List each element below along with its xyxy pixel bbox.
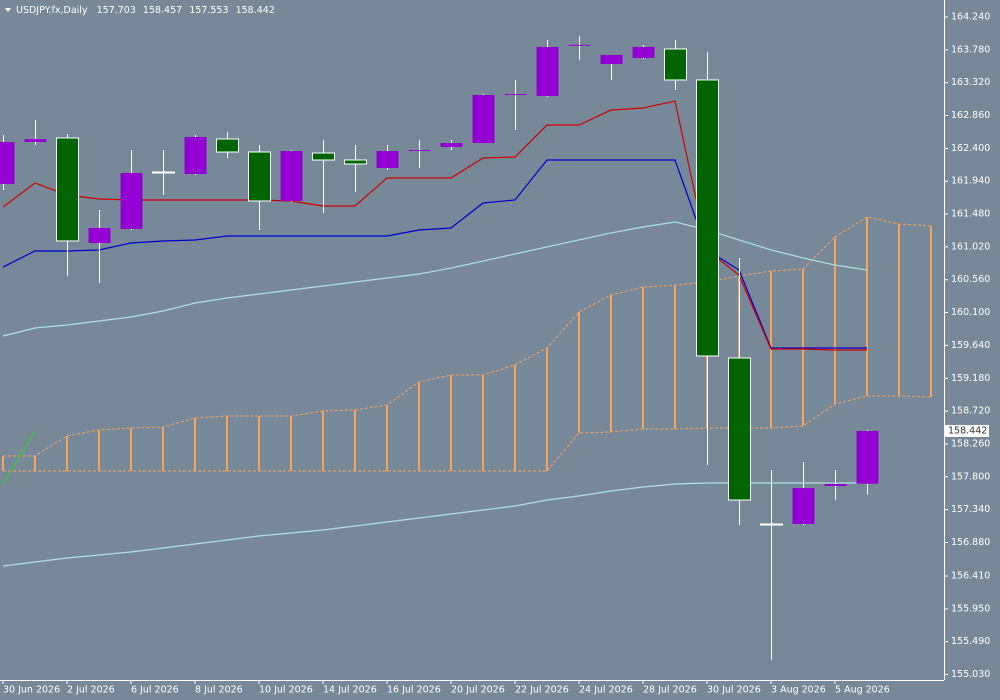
y-tick-label: 163.320: [951, 77, 990, 88]
x-tick-label: 16 Jul 2026: [387, 685, 441, 696]
x-tick-label: 22 Jul 2026: [515, 685, 569, 696]
cloud-span-b: [3, 395, 932, 472]
x-tick-label: 28 Jul 2026: [643, 685, 697, 696]
candle-body-bear: [248, 151, 271, 202]
candle-body-bull: [824, 484, 847, 487]
y-tick-label: 164.240: [951, 11, 990, 22]
chart-title: USDJPY.fx,Daily: [16, 5, 88, 16]
candle-body-bear: [728, 357, 751, 501]
candle-body-bull: [472, 95, 495, 144]
y-tick-label: 155.950: [951, 603, 990, 614]
candle-body-bear: [760, 523, 783, 526]
candle-body-bull: [504, 94, 527, 96]
header-low: 157.553: [189, 5, 228, 16]
y-tick-label: 158.720: [951, 406, 990, 417]
indicator-line: [2, 100, 867, 351]
x-tick-label: 20 Jul 2026: [451, 685, 505, 696]
candle-body-bull: [0, 142, 15, 184]
candle-body-bear: [664, 48, 687, 81]
y-tick-label: 159.180: [951, 373, 990, 384]
chart-header: USDJPY.fx,Daily 157.703 158.457 157.553 …: [16, 5, 275, 16]
candle-body-bear: [344, 159, 367, 165]
y-tick-label: 162.400: [951, 143, 990, 154]
y-tick-label: 160.560: [951, 274, 990, 285]
y-tick-label: 161.480: [951, 209, 990, 220]
candle-body-bull: [408, 150, 431, 152]
y-tick-label: 156.880: [951, 537, 990, 548]
cloud-span-a: [3, 216, 932, 457]
candle-body-bull: [280, 151, 303, 201]
y-tick-label: 157.800: [951, 471, 990, 482]
candle-body-bull: [440, 143, 463, 148]
candle-body-bear: [696, 79, 719, 357]
candle-body-bear: [56, 137, 79, 242]
candle-body-bull: [376, 151, 399, 169]
y-tick-label: 162.860: [951, 110, 990, 121]
y-tick-label: 157.340: [951, 504, 990, 515]
candle-body-bull: [792, 488, 815, 524]
x-tick-label: 10 Jul 2026: [259, 685, 313, 696]
candle-body-bull: [120, 172, 143, 229]
candle-body-bull: [88, 227, 111, 243]
x-tick-label: 8 Jul 2026: [195, 685, 243, 696]
plot-area: [0, 35, 932, 661]
candle-body-bull: [632, 46, 655, 58]
candle-body-bull: [856, 430, 879, 484]
candle-body-bear: [152, 171, 175, 174]
header-high: 158.457: [143, 5, 182, 16]
x-tick-label: 24 Jul 2026: [579, 685, 633, 696]
candle-body-bull: [600, 54, 623, 64]
x-tick-label: 3 Aug 2026: [771, 685, 826, 696]
y-tick-label: 158.260: [951, 438, 990, 449]
y-tick-label: 156.410: [951, 571, 990, 582]
candle-body-bear: [216, 138, 239, 153]
x-tick-label: 5 Aug 2026: [835, 685, 890, 696]
y-tick-label: 159.640: [951, 340, 990, 351]
indicator-line: [2, 159, 867, 349]
y-tick-label: 155.030: [951, 669, 990, 680]
current-price-label: 158.442: [948, 425, 987, 436]
indicator-line: [2, 482, 867, 567]
candle-body-bull: [184, 137, 207, 174]
y-tick-label: 163.780: [951, 44, 990, 55]
candle-body-bull: [24, 139, 47, 143]
indicator-line: [2, 430, 36, 485]
y-tick-label: 161.940: [951, 176, 990, 187]
menu-arrow[interactable]: [5, 8, 11, 12]
x-tick-label: 30 Jun 2026: [3, 685, 60, 696]
indicator-line: [2, 221, 868, 337]
current-price-box: [945, 424, 989, 437]
candle-body-bear: [312, 152, 335, 161]
candle-body-bull: [536, 46, 559, 97]
y-tick-label: 155.490: [951, 636, 990, 647]
y-tick-label: 161.020: [951, 241, 990, 252]
header-open: 157.703: [97, 5, 136, 16]
x-tick-label: 14 Jul 2026: [323, 685, 377, 696]
header-close: 158.442: [236, 5, 275, 16]
x-tick-label: 6 Jul 2026: [131, 685, 179, 696]
x-tick-label: 30 Jul 2026: [707, 685, 761, 696]
axes: 164.240 163.780 163.320 162.860 162.400 161.9…: [2, 11, 990, 696]
x-tick-label: 2 Jul 2026: [67, 685, 115, 696]
y-tick-label: 160.100: [951, 307, 990, 318]
candle-body-bull: [568, 44, 591, 46]
